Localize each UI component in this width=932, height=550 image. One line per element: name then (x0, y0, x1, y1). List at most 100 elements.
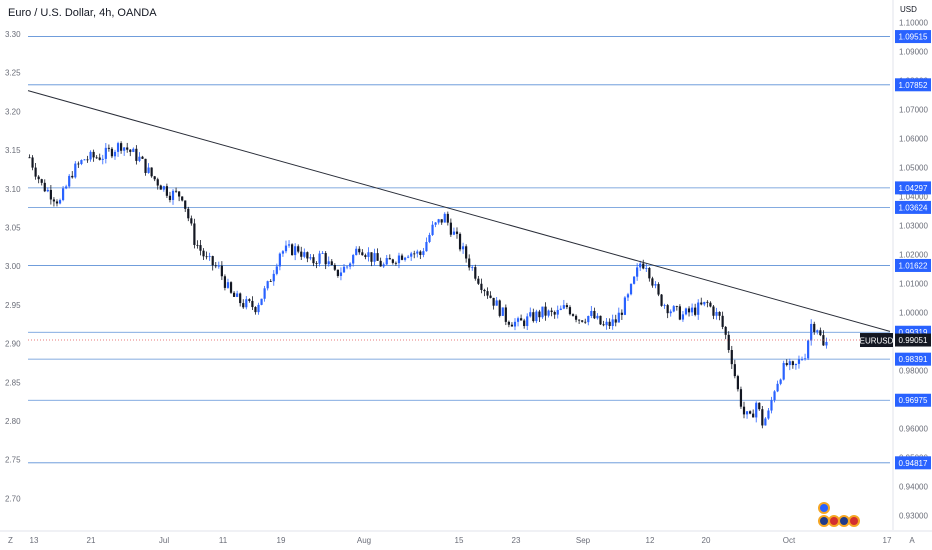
candle-body (284, 245, 288, 252)
auto-scale-marker: A (909, 536, 915, 545)
candle-body (379, 260, 382, 267)
candle-body (254, 307, 257, 313)
candle-body (529, 312, 532, 317)
candle-body (397, 255, 401, 264)
candle-body (443, 213, 446, 223)
candle-body (294, 246, 297, 256)
candle-body (376, 253, 379, 261)
candle-body (83, 159, 86, 161)
left-tick-label: 2.70 (5, 494, 21, 503)
candle-body (752, 413, 755, 418)
candle-body (477, 278, 480, 284)
candle-body (391, 259, 394, 263)
candle-body (706, 301, 709, 303)
candle-body (138, 156, 141, 161)
time-tick-label: 15 (455, 536, 464, 545)
candle-body (77, 163, 80, 165)
candle-body (807, 340, 810, 359)
candle-body (520, 318, 523, 321)
candle-body (226, 282, 230, 288)
candle-body (422, 251, 425, 255)
candle-body (208, 256, 211, 257)
candle-body (532, 312, 535, 322)
candle-body (400, 255, 404, 260)
candle-body (141, 156, 144, 159)
candle-body (538, 311, 541, 318)
candle-body (306, 252, 309, 259)
candle-body (297, 246, 300, 252)
candle-body (327, 261, 330, 265)
candle-body (129, 149, 132, 152)
candle-body (730, 350, 733, 365)
candle-body (71, 175, 74, 178)
candle-body (672, 306, 675, 312)
left-tick-label: 3.30 (5, 30, 21, 39)
candle-body (455, 231, 459, 234)
candle-body (733, 364, 736, 377)
candle-body (321, 253, 324, 254)
candle-body (211, 256, 214, 266)
flag-icon-inner (820, 517, 828, 525)
level-price-label: 1.01622 (899, 261, 928, 270)
candle-body (150, 167, 153, 177)
candle-body (113, 151, 117, 157)
left-tick-label: 3.15 (5, 146, 21, 155)
candle-body (272, 273, 275, 282)
right-tick-label: 0.98000 (899, 367, 928, 376)
candle-body (132, 148, 135, 152)
candle-body (813, 323, 816, 332)
candle-body (697, 302, 700, 315)
candle-body (263, 288, 266, 299)
candle-body (315, 263, 318, 264)
candle-body (410, 253, 413, 257)
candle-body (257, 304, 260, 313)
candle-body (516, 318, 520, 322)
candle-body (135, 148, 138, 161)
time-tick-label: 12 (646, 536, 655, 545)
time-tick-label: Aug (357, 536, 371, 545)
candle-body (654, 284, 657, 286)
candle-body (394, 262, 398, 264)
candle-body (126, 147, 129, 150)
candle-body (468, 258, 471, 268)
candle-body (495, 300, 498, 306)
candle-body (31, 157, 34, 168)
candle-body (626, 294, 630, 298)
candle-body (428, 234, 431, 242)
level-price-label: 1.07852 (899, 81, 928, 90)
time-tick-label: 23 (512, 536, 521, 545)
candle-body (736, 376, 739, 390)
candle-body (28, 157, 31, 159)
candle-body (724, 326, 727, 335)
candle-body (770, 400, 773, 411)
candle-body (541, 306, 544, 318)
level-price-badge (895, 181, 931, 195)
candle-body (574, 315, 578, 320)
level-price-label: 0.94817 (899, 459, 928, 468)
candle-body (761, 409, 764, 426)
candle-body (492, 297, 495, 306)
left-tick-label: 2.80 (5, 417, 21, 426)
candle-body (61, 188, 65, 201)
right-tick-label: 0.96000 (899, 425, 928, 434)
candle-body (764, 418, 767, 426)
candle-body (205, 256, 208, 258)
right-tick-label: 1.09000 (899, 48, 928, 57)
currency-label: USD (900, 5, 917, 14)
candle-body (89, 151, 92, 160)
right-tick-label: 1.01000 (899, 280, 928, 289)
candle-body (800, 359, 804, 361)
candle-body (266, 281, 269, 289)
candle-body (236, 293, 239, 297)
candle-body (523, 320, 526, 327)
candle-body (434, 222, 437, 225)
candle-body (223, 276, 227, 288)
candle-body (413, 253, 416, 255)
candle-body (34, 167, 37, 177)
candle-body (596, 315, 599, 319)
candle-body (782, 363, 785, 380)
time-tick-label: Oct (783, 536, 796, 545)
candle-body (333, 264, 336, 270)
left-tick-label: 2.90 (5, 340, 21, 349)
